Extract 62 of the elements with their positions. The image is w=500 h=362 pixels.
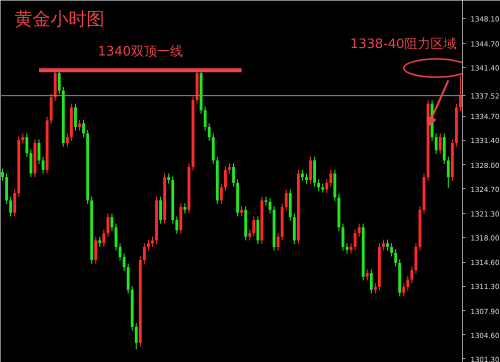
candlestick [102,228,106,248]
candlestick [406,276,410,292]
candlestick [256,216,260,245]
candlestick [21,133,24,144]
candlestick [382,239,385,252]
candlestick [390,242,393,257]
candlestick [317,178,320,192]
candlestick [268,198,272,214]
candlestick [342,223,344,252]
candlestick [29,149,32,178]
candlestick [358,223,361,238]
candlestick [151,236,154,248]
candlestick [350,242,352,254]
candlestick [159,196,162,224]
candlestick [309,156,312,184]
candlestick [220,183,223,205]
candlestick [204,106,207,132]
candlestick [142,242,146,264]
candlestick [228,162,231,174]
candlestick [38,138,40,165]
candlestick [42,156,44,174]
candlestick [224,166,227,192]
candlestick [386,239,389,252]
candlestick [179,202,182,234]
candlestick [66,133,69,148]
ref-line-label: 1340双顶一线 [98,44,183,60]
candlestick [13,188,16,217]
candlestick [122,252,126,272]
candlestick [232,162,235,188]
candlestick [98,236,102,248]
candlestick [313,156,316,188]
candlestick [5,173,8,205]
candlestick [183,202,186,214]
candlestick [276,232,280,252]
candlestick [414,242,418,274]
candlestick [82,119,85,138]
candlestick [118,242,122,262]
candlestick [114,223,118,252]
candlestick [147,239,150,252]
text: 黄金小时图 [14,9,105,30]
candlestick [374,282,377,294]
candlestick [126,263,130,294]
candlestick [106,212,110,238]
candlestick [1,168,4,182]
candlestick [305,173,308,184]
candlestick [74,103,77,132]
candlestick [110,212,114,232]
candlestick [25,133,28,158]
candlestick [459,74,462,112]
candlestick [301,169,304,182]
candlestick [346,242,348,254]
annotation: 1338-40阻力区域 [350,37,456,52]
candlestick [9,196,12,217]
candlestick [50,93,53,125]
candlestick [78,119,81,132]
candlestick [333,169,336,202]
candlestick [240,206,244,217]
candlestick [167,173,170,184]
candlestick [434,133,438,154]
candlestick [410,266,414,284]
candlestick [354,228,357,252]
candlestick [394,248,398,268]
